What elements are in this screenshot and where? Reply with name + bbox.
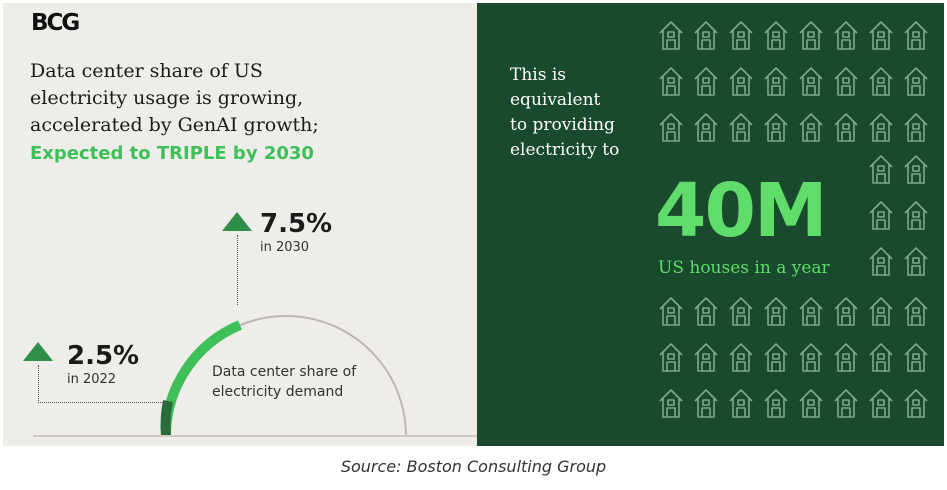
house-outline-icon [729, 113, 753, 142]
house-outline-icon [904, 113, 928, 142]
house-outline-icon [869, 21, 893, 50]
headline: Data center share of US electricity usag… [30, 58, 319, 167]
house-outline-icon [729, 67, 753, 96]
infographic: BCG Data center share of US electricity … [3, 3, 944, 446]
house-outline-icon [869, 155, 893, 184]
equivalence-line-3: to providing [510, 115, 615, 135]
house-outline-icon [799, 67, 823, 96]
house-outline-icon [659, 297, 683, 326]
headline-line-3: accelerated by GenAI growth; [30, 114, 319, 136]
headline-accent: Expected to TRIPLE by 2030 [30, 143, 314, 164]
right-panel: This is equivalent to providing electric… [477, 3, 944, 446]
house-outline-icon [904, 67, 928, 96]
dotted-line-2022 [38, 365, 39, 403]
house-outline-icon [764, 67, 788, 96]
up-triangle-icon [23, 342, 53, 361]
house-outline-icon [729, 389, 753, 418]
equivalence-line-4: electricity to [510, 140, 620, 160]
house-outline-icon [729, 297, 753, 326]
headline-line-1: Data center share of US [30, 60, 263, 82]
house-icon-grid [659, 21, 928, 418]
stat-2022-value: 2.5% [67, 341, 140, 371]
house-outline-icon [834, 21, 858, 50]
equivalence-text: This is equivalent to providing electric… [510, 63, 619, 163]
house-outline-icon [764, 21, 788, 50]
house-outline-icon [904, 21, 928, 50]
arc-label-line-1: Data center share of [212, 364, 357, 380]
house-outline-icon [799, 113, 823, 142]
house-outline-icon [729, 21, 753, 50]
house-outline-icon [659, 67, 683, 96]
house-outline-icon [834, 343, 858, 372]
house-outline-icon [834, 67, 858, 96]
house-outline-icon [799, 389, 823, 418]
house-outline-icon [764, 113, 788, 142]
house-outline-icon [904, 297, 928, 326]
dotted-connector-2022 [38, 402, 165, 403]
house-outline-icon [869, 343, 893, 372]
up-triangle-icon [222, 212, 252, 231]
house-outline-icon [799, 297, 823, 326]
house-outline-icon [799, 343, 823, 372]
equivalence-line-1: This is [510, 65, 567, 85]
stat-2030: 7.5% in 2030 [260, 210, 332, 256]
house-outline-icon [869, 247, 893, 276]
equivalence-line-2: equivalent [510, 90, 601, 110]
house-outline-icon [869, 113, 893, 142]
house-outline-icon [869, 389, 893, 418]
house-outline-icon [659, 113, 683, 142]
house-outline-icon [834, 297, 858, 326]
arc-base-segment [160, 399, 173, 437]
house-outline-icon [659, 343, 683, 372]
baseline [33, 435, 477, 437]
source-caption: Source: Boston Consulting Group [340, 457, 607, 476]
house-outline-icon [869, 67, 893, 96]
house-outline-icon [904, 343, 928, 372]
house-outline-icon [904, 201, 928, 230]
house-outline-icon [799, 21, 823, 50]
stat-2030-year: in 2030 [260, 240, 310, 255]
stat-2030-value: 7.5% [260, 209, 333, 239]
house-outline-icon [904, 247, 928, 276]
house-outline-icon [764, 297, 788, 326]
dotted-line-2030 [237, 235, 238, 305]
house-outline-icon [694, 297, 718, 326]
house-outline-icon [694, 67, 718, 96]
arc-label-line-2: electricity demand [212, 384, 344, 400]
stat-2022: 2.5% in 2022 [67, 342, 139, 388]
house-outline-icon [904, 155, 928, 184]
house-outline-icon [659, 21, 683, 50]
house-outline-icon [659, 389, 683, 418]
house-outline-icon [694, 343, 718, 372]
house-outline-icon [694, 21, 718, 50]
stat-2022-year: in 2022 [67, 372, 117, 387]
left-panel: BCG Data center share of US electricity … [3, 3, 477, 446]
house-outline-icon [764, 343, 788, 372]
bcg-logo: BCG [31, 10, 80, 36]
house-outline-icon [834, 389, 858, 418]
house-outline-icon [694, 389, 718, 418]
house-outline-icon [694, 113, 718, 142]
house-outline-icon [834, 113, 858, 142]
house-outline-icon [869, 201, 893, 230]
house-outline-icon [904, 389, 928, 418]
arc-label: Data center share of electricity demand [212, 362, 356, 402]
house-outline-icon [729, 343, 753, 372]
house-outline-icon [764, 389, 788, 418]
big-number-subtitle: US houses in a year [658, 258, 830, 278]
big-number: 40M [655, 168, 828, 254]
headline-line-2: electricity usage is growing, [30, 87, 304, 109]
house-outline-icon [869, 297, 893, 326]
